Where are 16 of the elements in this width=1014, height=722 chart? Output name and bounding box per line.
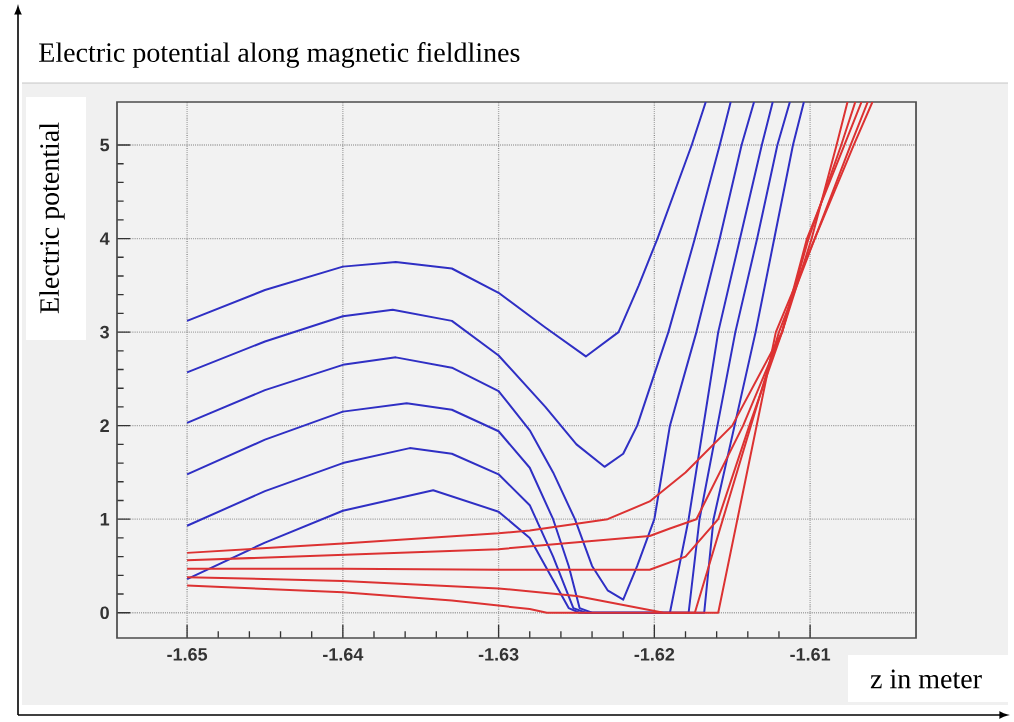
chart-title: Electric potential along magnetic fieldlines [39,42,520,68]
x-tick-label: -1.62 [634,648,675,661]
line-series [186,101,732,468]
x-tick-label: -1.61 [790,648,831,661]
x-tick-label: -1.64 [323,648,364,661]
x-axis-title: z in meter [870,669,982,689]
y-tick-label: 1 [100,513,110,526]
y-tick-label: 3 [100,325,109,339]
y-tick-label: 0 [100,606,109,620]
y-tick-label: 2 [100,419,109,432]
line-series [186,101,707,358]
y-tick-label: 4 [99,232,110,245]
x-tick-label: -1.65 [167,648,208,661]
y-axis-title: Electric potential [39,122,65,314]
x-tick-label: -1.63 [478,648,519,661]
y-tick-label: 5 [100,138,110,152]
